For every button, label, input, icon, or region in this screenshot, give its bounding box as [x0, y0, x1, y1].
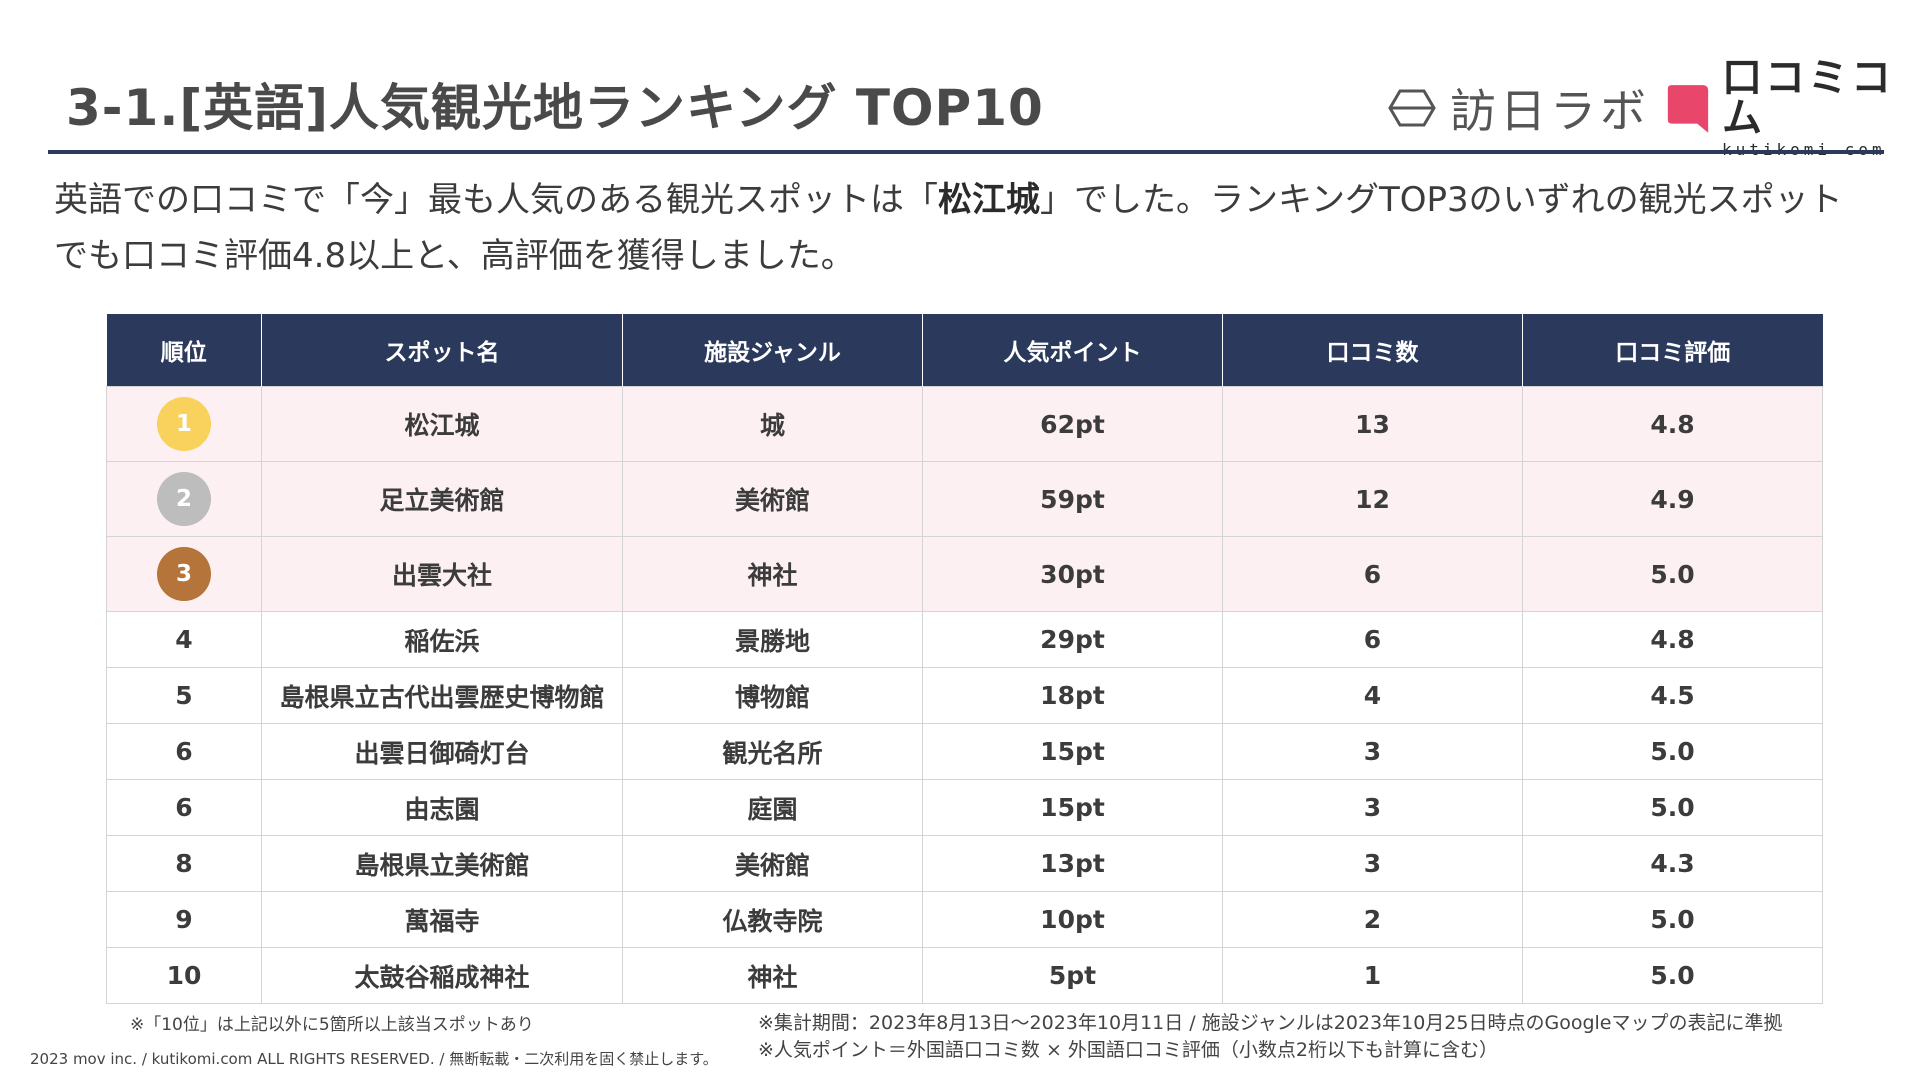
rank-medal-icon: 2 [157, 472, 211, 526]
points-cell: 18pt [922, 667, 1223, 724]
table-row: 9 萬福寺 仏教寺院 10pt 2 5.0 [106, 891, 1823, 948]
table-row: 5 島根県立古代出雲歴史博物館 博物館 18pt 4 4.5 [106, 667, 1823, 724]
table-row: 1 松江城城 62pt 13 4.8 [106, 386, 1823, 462]
ranking-table: 順位 スポット名 施設ジャンル 人気ポイント 口コミ数 口コミ評価 1 松江城城 6… [106, 314, 1823, 1004]
rank-cell: 2 [106, 461, 262, 537]
kuchikomi-logo: 口コミコム kutikomi com [1666, 58, 1919, 158]
review-count-cell: 4 [1222, 667, 1523, 724]
footnote-top10: ※「10位」は上記以外に5箇所以上該当スポットあり [130, 1015, 534, 1035]
header-review-count: 口コミ数 [1222, 314, 1523, 387]
genre-cell: 博物館 [622, 667, 923, 724]
table-row: 4 稲佐浜 景勝地 29pt 6 4.8 [106, 611, 1823, 668]
spot-name-cell: 足立美術館 [261, 461, 623, 537]
spot-name-cell: 出雲大社 [261, 536, 623, 612]
rank-cell: 10 [106, 947, 262, 1004]
rating-cell: 4.5 [1522, 667, 1823, 724]
spot-name-cell: 島根県立美術館 [261, 835, 623, 892]
header-points: 人気ポイント [922, 314, 1223, 387]
genre-cell: 美術館 [622, 461, 923, 537]
rank-cell: 6 [106, 779, 262, 836]
genre-cell: 景勝地 [622, 611, 923, 668]
rating-cell: 5.0 [1522, 891, 1823, 948]
spot-name-cell: 太鼓谷稲成神社 [261, 947, 623, 1004]
table-row: 6 出雲日御碕灯台 観光名所 15pt 3 5.0 [106, 723, 1823, 780]
spot-name-cell: 島根県立古代出雲歴史博物館 [261, 667, 623, 724]
intro-part1: 英語での口コミで「今」最も人気のある観光スポットは「 [54, 180, 938, 220]
genre-cell: 城 [622, 386, 923, 462]
intro-part2: 」でした。ランキングTOP3のいずれの観光スポットでも口コミ評価4.8以上と、高… [54, 180, 1843, 276]
review-count-cell: 3 [1222, 835, 1523, 892]
spot-name-cell: 出雲日御碕灯台 [261, 723, 623, 780]
genre-cell: 観光名所 [622, 723, 923, 780]
table-row: 10 太鼓谷稲成神社 神社 5pt 1 5.0 [106, 947, 1823, 1004]
rating-cell: 4.3 [1522, 835, 1823, 892]
footnote-points-formula: ※人気ポイント＝外国語口コミ数 × 外国語口コミ評価（小数点2桁以下も計算に含む… [758, 1039, 1499, 1061]
copyright: 2023 mov inc. / kutikomi.com ALL RIGHTS … [30, 1050, 718, 1068]
review-count-cell: 13 [1222, 386, 1523, 462]
genre-cell: 美術館 [622, 835, 923, 892]
points-cell: 5pt [922, 947, 1223, 1004]
rating-cell: 5.0 [1522, 947, 1823, 1004]
rank-cell: 6 [106, 723, 262, 780]
genre-cell: 仏教寺院 [622, 891, 923, 948]
rank-cell: 9 [106, 891, 262, 948]
table-row: 6 由志園 庭園 15pt 3 5.0 [106, 779, 1823, 836]
kuchikomi-logo-text: 口コミコム [1721, 55, 1894, 141]
header-genre: 施設ジャンル [622, 314, 923, 387]
header-rank: 順位 [106, 314, 262, 387]
hexagon-logo-icon [1388, 89, 1436, 127]
review-count-cell: 6 [1222, 611, 1523, 668]
rank-cell: 1 [106, 386, 262, 462]
rating-cell: 4.8 [1522, 611, 1823, 668]
header-rating: 口コミ評価 [1522, 314, 1823, 387]
rating-cell: 5.0 [1522, 779, 1823, 836]
speech-bubble-logo-icon [1667, 85, 1709, 133]
review-count-cell: 1 [1222, 947, 1523, 1004]
points-cell: 29pt [922, 611, 1223, 668]
points-cell: 13pt [922, 835, 1223, 892]
genre-cell: 庭園 [622, 779, 923, 836]
review-count-cell: 3 [1222, 723, 1523, 780]
review-count-cell: 2 [1222, 891, 1523, 948]
rank-cell: 3 [106, 536, 262, 612]
genre-cell: 神社 [622, 536, 923, 612]
genre-cell: 神社 [622, 947, 923, 1004]
houtiti-logo: 訪日ラボ [1388, 82, 1650, 138]
spot-name-cell: 由志園 [261, 779, 623, 836]
houtiti-logo-text: 訪日ラボ [1450, 84, 1650, 138]
rating-cell: 4.9 [1522, 461, 1823, 537]
rank-medal-icon: 1 [157, 397, 211, 451]
table-row: 2 足立美術館 美術館 59pt 12 4.9 [106, 461, 1823, 537]
intro-text: 英語での口コミで「今」最も人気のある観光スポットは「松江城」でした。ランキングT… [54, 172, 1854, 284]
review-count-cell: 3 [1222, 779, 1523, 836]
table-row: 8 島根県立美術館 美術館 13pt 3 4.3 [106, 835, 1823, 892]
review-count-cell: 6 [1222, 536, 1523, 612]
rating-cell: 5.0 [1522, 536, 1823, 612]
review-count-cell: 12 [1222, 461, 1523, 537]
spot-name-cell: 稲佐浜 [261, 611, 623, 668]
points-cell: 10pt [922, 891, 1223, 948]
spot-name-cell: 松江城 [261, 386, 623, 462]
rank-cell: 5 [106, 667, 262, 724]
header-divider [48, 150, 1884, 154]
points-cell: 30pt [922, 536, 1223, 612]
points-cell: 62pt [922, 386, 1223, 462]
table-header-row: 順位 スポット名 施設ジャンル 人気ポイント 口コミ数 口コミ評価 [106, 314, 1823, 387]
points-cell: 59pt [922, 461, 1223, 537]
footnote-period: ※集計期間：2023年8月13日〜2023年10月11日 / 施設ジャンルは20… [758, 1012, 1783, 1034]
rank-medal-icon: 3 [157, 547, 211, 601]
table-body: 1 松江城城 62pt 13 4.8 2 足立美術館 美術館 59pt 12 4.9 3 出雲大社 神社 3… [106, 386, 1823, 1004]
footnote-method: ※集計期間：2023年8月13日〜2023年10月11日 / 施設ジャンルは20… [758, 1010, 1783, 1064]
table-row: 3 出雲大社 神社 30pt 6 5.0 [106, 536, 1823, 612]
rank-cell: 4 [106, 611, 262, 668]
page-title: 3-1.[英語]人気観光地ランキング TOP10 [66, 79, 1044, 137]
spot-name-cell: 萬福寺 [261, 891, 623, 948]
points-cell: 15pt [922, 779, 1223, 836]
points-cell: 15pt [922, 723, 1223, 780]
rating-cell: 5.0 [1522, 723, 1823, 780]
header-spot-name: スポット名 [261, 314, 623, 387]
rating-cell: 4.8 [1522, 386, 1823, 462]
rank-cell: 8 [106, 835, 262, 892]
intro-highlight: 松江城 [938, 180, 1040, 220]
